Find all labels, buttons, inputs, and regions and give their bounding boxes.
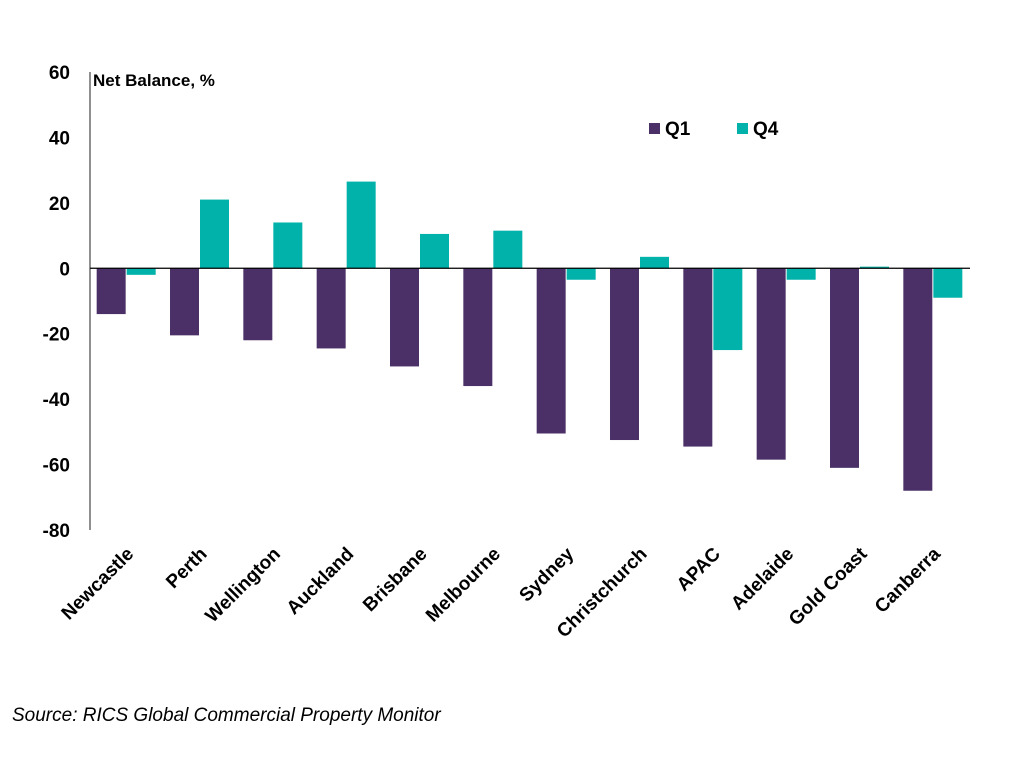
x-tick-label: Adelaide — [727, 544, 798, 615]
y-tick-label: 40 — [49, 128, 70, 149]
x-tick-label: Melbourne — [422, 544, 505, 627]
bar-q4-adelaide — [786, 268, 816, 280]
x-tick-label: Brisbane — [359, 544, 431, 616]
bar-q1-christchurch — [610, 268, 639, 441]
bar-q4-newcastle — [126, 268, 156, 275]
x-tick-label: Auckland — [283, 544, 358, 619]
bar-q1-newcastle — [96, 268, 126, 315]
bar-q1-wellington — [243, 268, 273, 341]
bar-q1-auckland — [316, 268, 346, 349]
bar-q4-apac — [713, 268, 743, 351]
x-tick-label: Wellington — [202, 544, 285, 627]
x-tick-label: Newcastle — [58, 544, 139, 625]
legend-label-q1: Q1 — [665, 119, 691, 140]
bar-q4-auckland — [346, 181, 376, 269]
bar-q4-canberra — [933, 268, 963, 298]
x-tick-label: APAC — [673, 543, 725, 595]
legend-swatch-q1 — [649, 123, 660, 134]
bar-q4-sydney — [566, 268, 596, 280]
legend: Q1 Q4 — [649, 119, 779, 140]
x-tick-label: Sydney — [516, 543, 579, 606]
bar-q4-wellington — [273, 222, 303, 269]
x-tick-label: Perth — [162, 544, 211, 593]
bar-q1-sydney — [536, 268, 566, 434]
bar-q1-perth — [170, 268, 199, 336]
bar-q1-gold-coast — [830, 268, 859, 468]
bar-q1-canberra — [903, 268, 933, 491]
y-tick-label: 0 — [59, 259, 70, 280]
legend-label-q4: Q4 — [753, 119, 779, 140]
bar-q4-brisbane — [420, 233, 449, 269]
legend-swatch-q4 — [737, 123, 748, 134]
bar-q4-perth — [200, 199, 229, 269]
y-tick-label: -40 — [43, 390, 70, 411]
bar-q4-gold-coast — [860, 266, 889, 269]
bar-q1-melbourne — [463, 268, 493, 387]
y-tick-label: -60 — [43, 456, 70, 477]
bar-q4-christchurch — [640, 256, 669, 269]
y-tick-label: -80 — [43, 521, 70, 542]
bar-q1-apac — [683, 268, 713, 447]
bar-q1-adelaide — [756, 268, 786, 460]
y-tick-label: -20 — [43, 325, 70, 346]
y-axis-label: Net Balance, % — [93, 71, 215, 90]
x-tick-label: Canberra — [871, 543, 945, 617]
x-tick-label: Gold Coast — [785, 543, 872, 630]
bar-q4-melbourne — [493, 230, 523, 269]
y-tick-label: 60 — [49, 63, 70, 84]
y-tick-label: 20 — [49, 194, 70, 215]
source-note: Source: RICS Global Commercial Property … — [12, 705, 441, 726]
bar-q1-brisbane — [390, 268, 419, 367]
